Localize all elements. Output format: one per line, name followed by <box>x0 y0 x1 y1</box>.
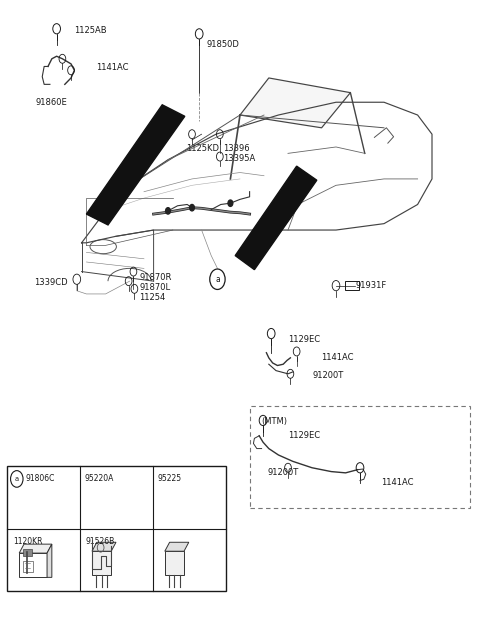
Text: 91870R: 91870R <box>139 273 171 282</box>
Text: 13396: 13396 <box>223 144 250 153</box>
Text: 11254: 11254 <box>139 293 166 302</box>
Text: 95225: 95225 <box>157 474 182 484</box>
Polygon shape <box>47 544 52 578</box>
Polygon shape <box>86 105 185 225</box>
Circle shape <box>228 200 233 206</box>
Polygon shape <box>235 166 317 270</box>
Polygon shape <box>19 544 52 553</box>
Text: 91870L: 91870L <box>139 283 170 292</box>
Polygon shape <box>92 543 116 551</box>
Text: 1339CD: 1339CD <box>34 278 67 287</box>
Bar <box>92 551 111 576</box>
Text: a: a <box>15 476 19 482</box>
Text: 13395A: 13395A <box>223 154 255 163</box>
Text: 91200T: 91200T <box>268 468 299 477</box>
Text: 91860E: 91860E <box>36 98 68 107</box>
Bar <box>250 406 470 508</box>
Polygon shape <box>240 78 350 128</box>
Text: 91931F: 91931F <box>355 281 386 290</box>
Bar <box>23 549 32 555</box>
Bar <box>345 281 359 290</box>
Bar <box>7 466 226 591</box>
Bar <box>165 551 184 576</box>
Text: 91806C: 91806C <box>25 474 55 484</box>
Text: 1120KR: 1120KR <box>13 537 42 546</box>
Text: 1129EC: 1129EC <box>288 431 320 440</box>
Text: 1141AC: 1141AC <box>321 353 353 362</box>
Text: 1141AC: 1141AC <box>381 478 413 487</box>
Text: 1125KD: 1125KD <box>186 144 219 153</box>
Text: a: a <box>215 275 220 284</box>
Polygon shape <box>165 543 189 551</box>
Circle shape <box>166 208 170 214</box>
Text: 1129EC: 1129EC <box>288 335 320 344</box>
Text: 1125AB: 1125AB <box>74 26 107 35</box>
Text: 91200T: 91200T <box>313 371 344 380</box>
Text: 91850D: 91850D <box>206 40 239 49</box>
Bar <box>19 553 47 578</box>
Text: (MTM): (MTM) <box>262 417 288 426</box>
Text: 91526B: 91526B <box>86 537 115 546</box>
Text: 95220A: 95220A <box>85 474 114 484</box>
Bar <box>23 561 33 573</box>
Circle shape <box>190 204 194 211</box>
Text: 1141AC: 1141AC <box>96 63 129 72</box>
